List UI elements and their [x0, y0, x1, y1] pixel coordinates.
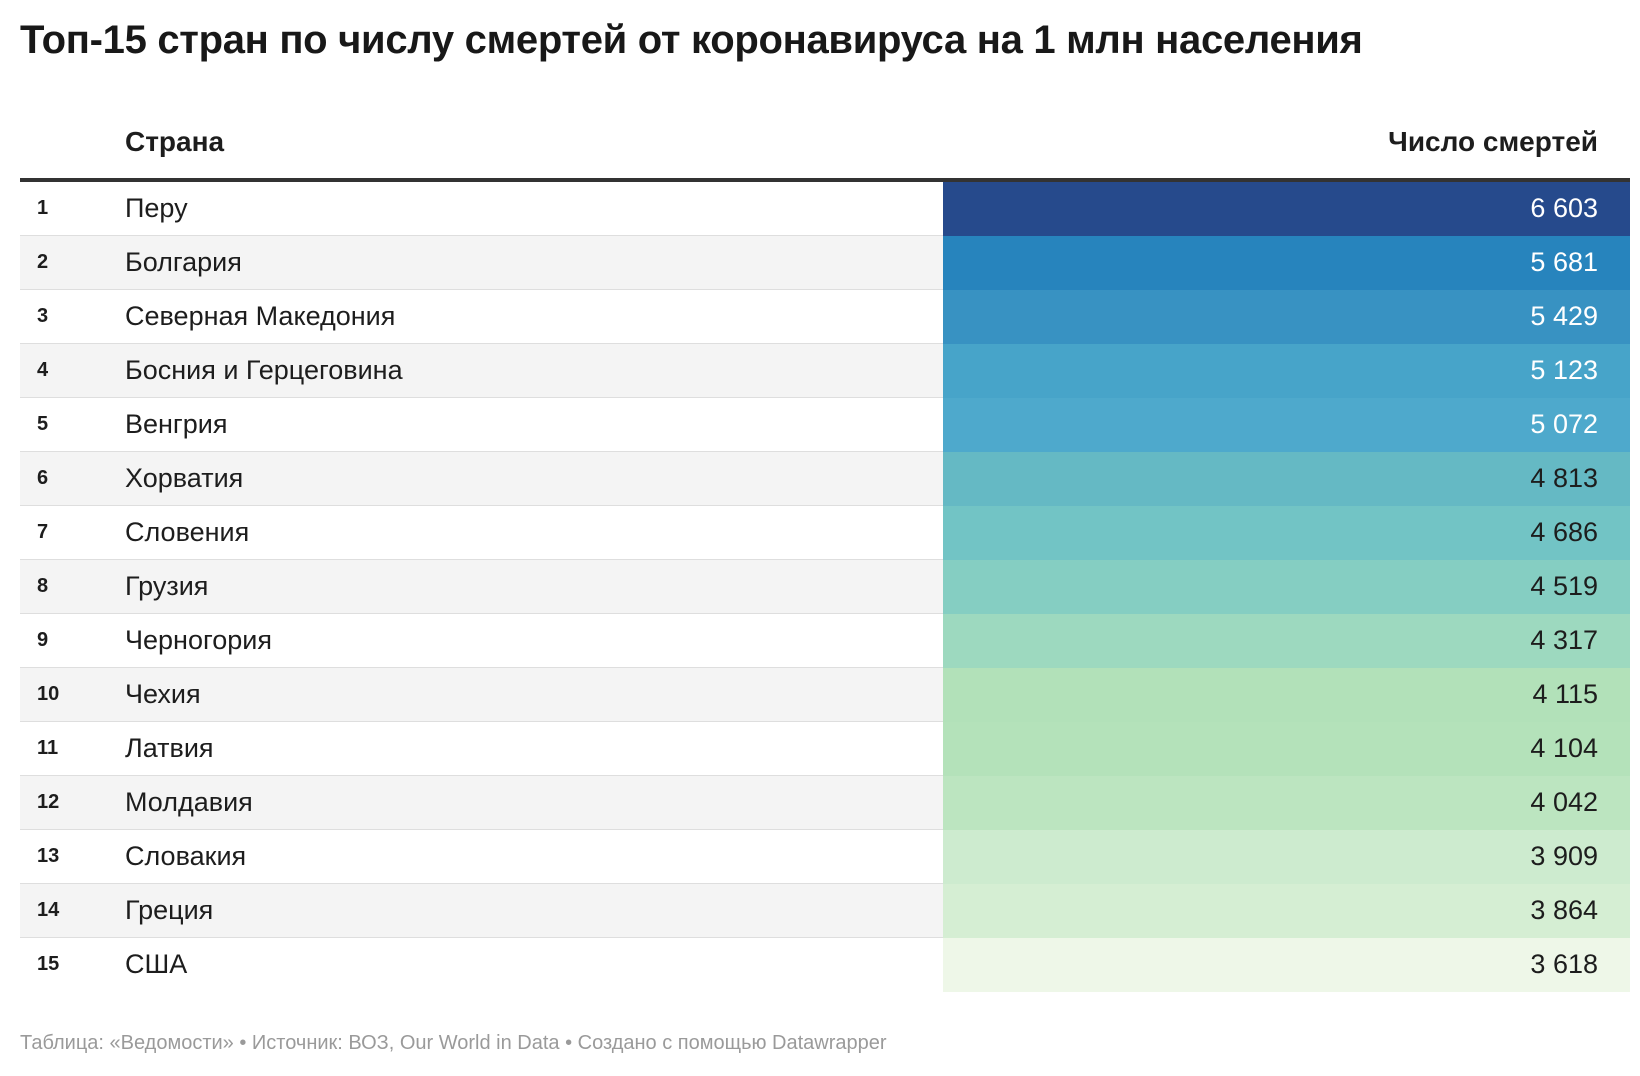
- page-title: Топ-15 стран по числу смертей от коронав…: [20, 18, 1363, 62]
- rank-cell: 7: [37, 521, 49, 543]
- deaths-value: 5 681: [1530, 247, 1598, 277]
- value-heat-cell: 3 864: [943, 884, 1630, 938]
- value-heat-cell: 5 123: [943, 344, 1630, 398]
- country-cell: Греция: [125, 895, 214, 925]
- country-cell: Словакия: [125, 841, 247, 871]
- deaths-value: 4 104: [1530, 733, 1598, 763]
- table-row: 4 Босния и Герцеговина 5 123: [20, 344, 1630, 398]
- table-row: 7 Словения 4 686: [20, 506, 1630, 560]
- deaths-value: 4 115: [1532, 679, 1598, 709]
- country-cell: Болгария: [125, 247, 242, 277]
- country-cell: Босния и Герцеговина: [125, 355, 403, 385]
- value-heat-cell: 5 681: [943, 236, 1630, 290]
- table-row: 14 Греция 3 864: [20, 884, 1630, 938]
- country-cell: Хорватия: [125, 463, 244, 493]
- value-heat-cell: 6 603: [943, 182, 1630, 236]
- rank-cell: 14: [37, 899, 60, 921]
- rank-cell: 11: [37, 737, 59, 759]
- deaths-value: 4 519: [1530, 571, 1598, 601]
- table-body: 1 Перу 6 603 2 Болгария 5 681 3 Северная Македо…: [20, 182, 1630, 992]
- rank-cell: 6: [37, 467, 49, 489]
- country-cell: Чехия: [125, 679, 201, 709]
- country-cell: Словения: [125, 517, 250, 547]
- country-cell: Латвия: [125, 733, 214, 763]
- rank-cell: 9: [37, 629, 49, 651]
- value-heat-cell: 5 429: [943, 290, 1630, 344]
- table-row: 12 Молдавия 4 042: [20, 776, 1630, 830]
- table-row: 11 Латвия 4 104: [20, 722, 1630, 776]
- country-cell: Грузия: [125, 571, 209, 601]
- deaths-value: 5 072: [1530, 409, 1598, 439]
- rank-cell: 10: [37, 683, 60, 705]
- table-row: 8 Грузия 4 519: [20, 560, 1630, 614]
- column-header-country[interactable]: Страна: [125, 126, 225, 157]
- table-row: 3 Северная Македония 5 429: [20, 290, 1630, 344]
- table-row: 15 США 3 618: [20, 938, 1630, 992]
- country-cell: США: [125, 949, 188, 979]
- rank-cell: 2: [37, 251, 49, 273]
- table-row: 10 Чехия 4 115: [20, 668, 1630, 722]
- table-row: 5 Венгрия 5 072: [20, 398, 1630, 452]
- deaths-value: 4 317: [1530, 625, 1598, 655]
- deaths-value: 3 909: [1530, 841, 1598, 871]
- deaths-value: 5 429: [1530, 301, 1598, 331]
- deaths-value: 3 618: [1530, 949, 1598, 979]
- deaths-value: 3 864: [1530, 895, 1598, 925]
- rank-cell: 5: [37, 413, 49, 435]
- rank-cell: 3: [37, 305, 49, 327]
- value-heat-cell: 4 104: [943, 722, 1630, 776]
- value-heat-cell: 4 042: [943, 776, 1630, 830]
- value-heat-cell: 4 686: [943, 506, 1630, 560]
- table-row: 13 Словакия 3 909: [20, 830, 1630, 884]
- table-row: 9 Черногория 4 317: [20, 614, 1630, 668]
- value-heat-cell: 5 072: [943, 398, 1630, 452]
- value-heat-cell: 4 519: [943, 560, 1630, 614]
- country-cell: Перу: [125, 193, 188, 223]
- rank-cell: 4: [37, 359, 49, 381]
- table-row: 2 Болгария 5 681: [20, 236, 1630, 290]
- deaths-value: 4 042: [1530, 787, 1598, 817]
- deaths-value: 5 123: [1530, 355, 1598, 385]
- table-header: Страна Число смертей: [20, 112, 1630, 182]
- deaths-value: 4 813: [1530, 463, 1598, 493]
- country-cell: Молдавия: [125, 787, 253, 817]
- rank-cell: 8: [37, 575, 49, 597]
- column-header-deaths[interactable]: Число смертей: [1388, 126, 1598, 157]
- rank-cell: 12: [37, 791, 60, 813]
- footer-credits: Таблица: «Ведомости» • Источник: ВОЗ, Ou…: [20, 1032, 887, 1054]
- deaths-value: 4 686: [1530, 517, 1598, 547]
- country-cell: Венгрия: [125, 409, 228, 439]
- rank-cell: 13: [37, 845, 60, 867]
- deaths-value: 6 603: [1530, 193, 1598, 223]
- rank-cell: 1: [37, 197, 49, 219]
- country-cell: Черногория: [125, 625, 272, 655]
- value-heat-cell: 3 909: [943, 830, 1630, 884]
- value-heat-cell: 4 115: [943, 668, 1630, 722]
- value-heat-cell: 4 813: [943, 452, 1630, 506]
- rank-cell: 15: [37, 953, 60, 975]
- data-table: Страна Число смертей 1 Перу 6 603 2 Болгария…: [20, 112, 1630, 992]
- table-row: 6 Хорватия 4 813: [20, 452, 1630, 506]
- country-cell: Северная Македония: [125, 301, 396, 331]
- value-heat-cell: 4 317: [943, 614, 1630, 668]
- table-row: 1 Перу 6 603: [20, 182, 1630, 236]
- value-heat-cell: 3 618: [943, 938, 1630, 992]
